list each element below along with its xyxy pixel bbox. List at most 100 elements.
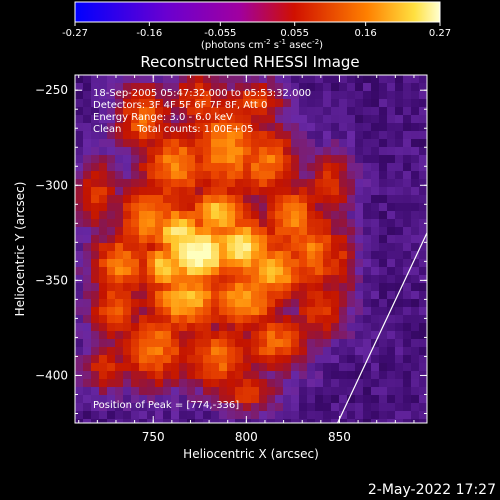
heatmap-cell [107, 187, 116, 196]
heatmap-cell [243, 355, 252, 364]
heatmap-cell [115, 387, 124, 396]
heatmap-cell [139, 307, 148, 316]
heatmap-cell [203, 387, 212, 396]
heatmap-cell [123, 91, 132, 100]
heatmap-cell [307, 75, 316, 84]
heatmap-cell [291, 99, 300, 108]
heatmap-cell [139, 155, 148, 164]
heatmap-cell [235, 195, 244, 204]
heatmap-cell [275, 91, 284, 100]
heatmap-cell [187, 355, 196, 364]
heatmap-cell [307, 195, 316, 204]
heatmap-cell [403, 267, 412, 276]
heatmap-cell [371, 99, 380, 108]
colorbar-tick-label: 0.055 [280, 28, 309, 39]
heatmap-cell [203, 331, 212, 340]
heatmap-cell [267, 291, 276, 300]
heatmap-cell [115, 83, 124, 92]
heatmap-cell [371, 371, 380, 380]
heatmap-cell [259, 339, 268, 348]
heatmap-cell [347, 283, 356, 292]
heatmap-cell [283, 283, 292, 292]
heatmap-cell [419, 91, 427, 100]
heatmap-cell [331, 347, 340, 356]
heatmap-cell [419, 83, 427, 92]
heatmap-cell [83, 299, 92, 308]
heatmap-cell [115, 331, 124, 340]
heatmap-cell [187, 107, 196, 116]
heatmap-cell [363, 123, 372, 132]
heatmap-cell [83, 211, 92, 220]
heatmap-cell [219, 219, 228, 228]
heatmap-cell [147, 347, 156, 356]
heatmap-cell [291, 235, 300, 244]
heatmap-cell [75, 99, 84, 108]
heatmap-cell [299, 227, 308, 236]
heatmap-cell [339, 363, 348, 372]
heatmap-cell [123, 203, 132, 212]
heatmap-cell [395, 395, 404, 404]
heatmap-cell [75, 283, 84, 292]
heatmap-cell [299, 155, 308, 164]
heatmap-cell [163, 123, 172, 132]
heatmap-cell [211, 291, 220, 300]
heatmap-cell [395, 299, 404, 308]
heatmap-cell [419, 259, 427, 268]
heatmap-cell [419, 123, 427, 132]
heatmap-cell [283, 267, 292, 276]
heatmap-cell [267, 163, 276, 172]
heatmap-cell [395, 227, 404, 236]
heatmap-cell [299, 123, 308, 132]
heatmap-cell [315, 211, 324, 220]
heatmap-cell [75, 411, 84, 420]
heatmap-cell [211, 227, 220, 236]
heatmap-cell [331, 235, 340, 244]
heatmap-cell [283, 75, 292, 84]
heatmap-cell [379, 211, 388, 220]
heatmap-cell [187, 235, 196, 244]
heatmap-cell [371, 267, 380, 276]
heatmap-cell [259, 275, 268, 284]
heatmap-cell [179, 411, 188, 420]
heatmap-cell [291, 259, 300, 268]
annotation-line: 18-Sep-2005 05:47:32.000 to 05:53:32.000 [93, 88, 311, 99]
heatmap-cell [355, 115, 364, 124]
heatmap-cell [387, 315, 396, 324]
heatmap-cell [339, 347, 348, 356]
heatmap-cell [403, 155, 412, 164]
heatmap-cell [363, 147, 372, 156]
heatmap-cell [147, 179, 156, 188]
heatmap-cell [291, 339, 300, 348]
heatmap-cell [395, 123, 404, 132]
heatmap-cell [315, 83, 324, 92]
heatmap-cell [219, 315, 228, 324]
heatmap-cell [395, 379, 404, 388]
heatmap-cell [267, 219, 276, 228]
heatmap-cell [171, 107, 180, 116]
heatmap-cell [123, 75, 132, 84]
heatmap-cell [211, 283, 220, 292]
heatmap-cell [131, 339, 140, 348]
heatmap-cell [283, 339, 292, 348]
heatmap-cell [379, 371, 388, 380]
heatmap-cell [387, 307, 396, 316]
heatmap-cell [371, 75, 380, 84]
heatmap-cell [139, 227, 148, 236]
heatmap-cell [315, 299, 324, 308]
heatmap-cell [339, 371, 348, 380]
heatmap-cell [267, 211, 276, 220]
heatmap-cell [83, 75, 92, 84]
heatmap-cell [99, 123, 108, 132]
heatmap-cell [315, 275, 324, 284]
heatmap-cell [299, 315, 308, 324]
heatmap-cell [299, 395, 308, 404]
heatmap-cell [411, 131, 420, 140]
heatmap-cell [91, 275, 100, 284]
heatmap-cell [107, 75, 116, 84]
heatmap-cell [307, 227, 316, 236]
heatmap-cell [371, 379, 380, 388]
heatmap-cell [283, 171, 292, 180]
heatmap-cell [315, 323, 324, 332]
heatmap-cell [123, 155, 132, 164]
heatmap-cell [251, 299, 260, 308]
